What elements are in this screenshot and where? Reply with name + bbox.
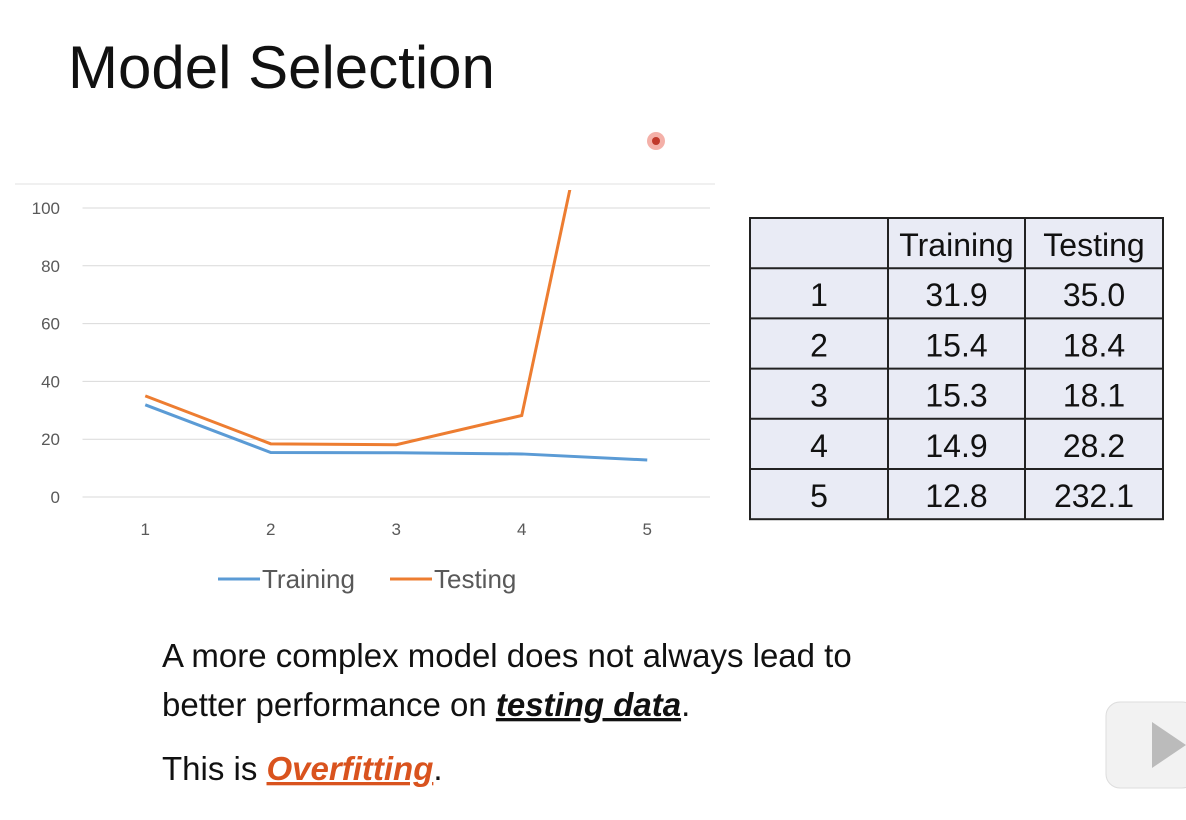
y-tick-label: 40 bbox=[41, 372, 60, 391]
note-line: better performance on testing data. bbox=[162, 686, 690, 723]
x-tick-label: 1 bbox=[141, 520, 150, 539]
emphasis: testing data bbox=[496, 686, 681, 723]
cursor-dot bbox=[652, 137, 660, 145]
table-cell: 18.1 bbox=[1063, 378, 1125, 414]
table-cell: 232.1 bbox=[1054, 478, 1134, 514]
table-cell: 2 bbox=[810, 327, 828, 363]
table-cell: 15.4 bbox=[925, 327, 987, 363]
table-cell: 18.4 bbox=[1063, 327, 1125, 363]
legend-label: Training bbox=[262, 564, 355, 594]
x-tick-label: 5 bbox=[643, 520, 652, 539]
y-tick-label: 80 bbox=[41, 257, 60, 276]
note-text: better performance on bbox=[162, 686, 496, 723]
play-icon bbox=[1105, 701, 1186, 789]
y-tick-label: 100 bbox=[32, 199, 60, 218]
table-cell: 12.8 bbox=[925, 478, 987, 514]
table-cell: 15.3 bbox=[925, 378, 987, 414]
note-text: This is bbox=[162, 750, 267, 787]
y-tick-label: 20 bbox=[41, 430, 60, 449]
x-tick-label: 3 bbox=[392, 520, 401, 539]
table: Training Testing 1 31.9 35.0 2 15.4 18.4 3 15.3 18… bbox=[749, 217, 1164, 521]
table-cell: 4 bbox=[810, 428, 828, 464]
note-line: This is Overfitting. bbox=[162, 750, 443, 787]
series-line bbox=[144, 403, 648, 462]
note-line: A more complex model does not always lea… bbox=[162, 637, 852, 674]
table-cell: 31.9 bbox=[925, 277, 987, 313]
table-cell: 3 bbox=[810, 378, 828, 414]
column-header: Testing bbox=[1043, 227, 1144, 263]
legend-label: Testing bbox=[434, 564, 516, 594]
column-header: Training bbox=[899, 227, 1013, 263]
y-tick-label: 0 bbox=[51, 488, 60, 507]
table-cell: 28.2 bbox=[1063, 428, 1125, 464]
y-tick-label: 60 bbox=[41, 315, 60, 334]
note-text: . bbox=[681, 686, 690, 723]
x-tick-label: 2 bbox=[266, 520, 275, 539]
table-cell: 35.0 bbox=[1063, 277, 1125, 313]
x-tick-label: 4 bbox=[517, 520, 526, 539]
note-text: . bbox=[433, 750, 442, 787]
table-cell: 14.9 bbox=[925, 428, 987, 464]
keyword: Overfitting bbox=[267, 750, 434, 787]
chart: 0 20 40 60 80 100 1 2 3 4 5 Training Testing bbox=[32, 190, 710, 594]
slide-title: Model Selection bbox=[68, 34, 495, 101]
series-line bbox=[144, 190, 572, 447]
table-cell: 5 bbox=[810, 478, 828, 514]
table-cell: 1 bbox=[810, 277, 828, 313]
